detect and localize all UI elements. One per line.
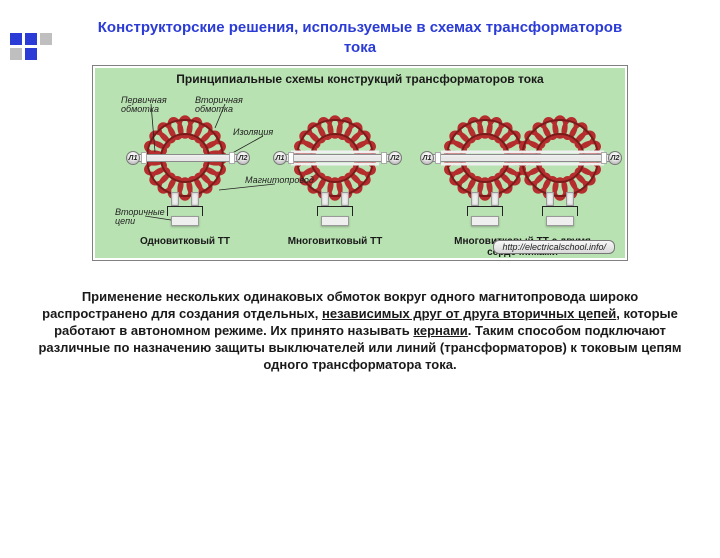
secondary-leg <box>491 192 499 206</box>
primary-bar <box>133 154 243 162</box>
terminal-l1: Л1 <box>273 151 287 165</box>
terminal-l2: Л2 <box>608 151 622 165</box>
page-title: Конструкторские решения, используемые в … <box>80 18 640 57</box>
secondary-leg <box>566 192 574 206</box>
secondary-leg <box>191 192 199 206</box>
primary-bar <box>427 154 615 162</box>
terminal-l2: Л2 <box>388 151 402 165</box>
secondary-leg <box>471 192 479 206</box>
figure-frame: Принципиальные схемы конструкций трансфо… <box>92 65 628 261</box>
caption-single: Одновитковый ТТ <box>120 236 250 247</box>
secondary-block <box>171 216 199 226</box>
figure-area: Принципиальные схемы конструкций трансфо… <box>95 68 625 258</box>
terminal-l1: Л1 <box>126 151 140 165</box>
annot-secondary: Вторичнаяобмотка <box>195 96 243 115</box>
secondary-leg <box>171 192 179 206</box>
body-paragraph: Применение нескольких одинаковых обмоток… <box>30 289 690 373</box>
figure-url: http://electricalschool.info/ <box>493 240 615 254</box>
secondary-block <box>321 216 349 226</box>
annot-primary: Первичнаяобмотка <box>121 96 167 115</box>
annot-core: Магнитопровод <box>245 176 314 185</box>
corner-squares-icon <box>10 33 70 63</box>
terminal-l1: Л1 <box>420 151 434 165</box>
secondary-leg <box>546 192 554 206</box>
annot-insulation: Изоляция <box>233 128 273 137</box>
secondary-leg <box>341 192 349 206</box>
secondary-block <box>471 216 499 226</box>
annot-sec-circuit: Вторичныецепи <box>115 208 165 227</box>
secondary-leg <box>321 192 329 206</box>
primary-bar <box>280 154 395 162</box>
terminal-l2: Л2 <box>236 151 250 165</box>
caption-multi: Многовитковый ТТ <box>265 236 405 247</box>
secondary-block <box>546 216 574 226</box>
